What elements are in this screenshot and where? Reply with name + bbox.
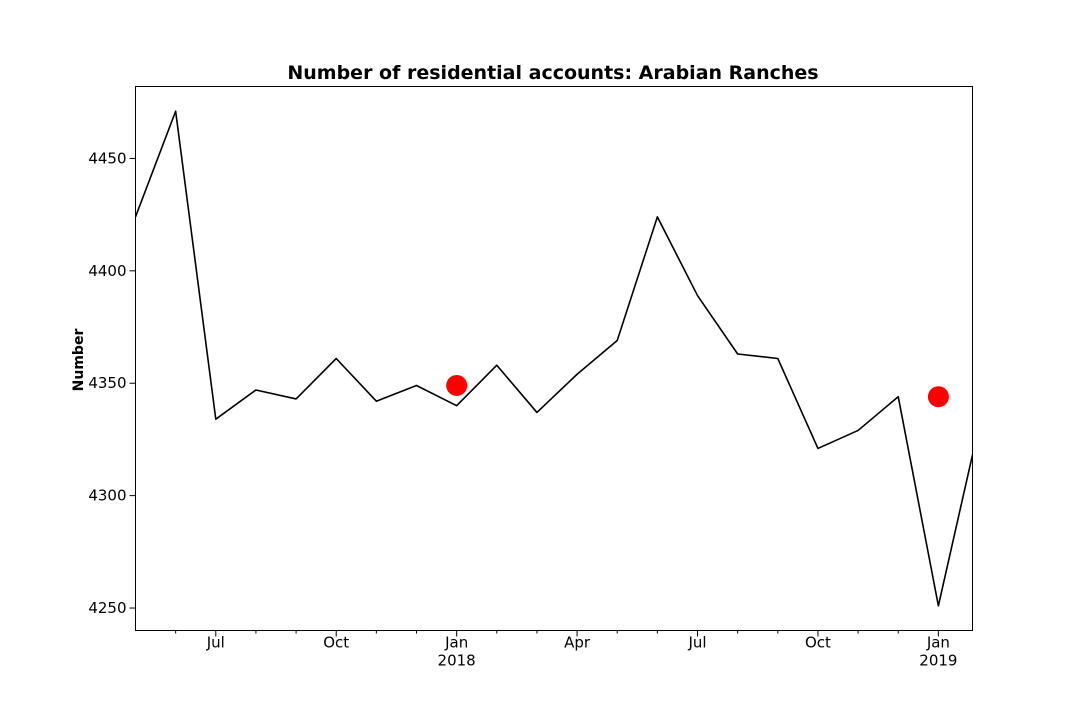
y-tick-label: 4250	[88, 599, 126, 617]
x-tick-label: Jan	[926, 634, 950, 652]
highlight-marker	[446, 374, 468, 396]
x-tick-year-label: 2019	[919, 652, 957, 670]
highlight-marker	[927, 386, 949, 408]
x-tick-label: Oct	[323, 634, 349, 652]
x-tick-label: Jul	[687, 634, 706, 652]
y-tick-label: 4400	[88, 262, 126, 280]
x-tick-label: Jul	[206, 634, 225, 652]
y-tick-label: 4350	[88, 374, 126, 392]
x-tick-label: Jan	[444, 634, 468, 652]
x-tick-year-label: 2018	[438, 652, 476, 670]
y-tick-label: 4300	[88, 487, 126, 505]
highlight-layer	[446, 374, 949, 408]
y-tick-label: 4450	[88, 149, 126, 167]
series-line	[135, 110, 973, 607]
y-axis-label: Number	[71, 329, 87, 392]
chart-title: Number of residential accounts: Arabian …	[287, 62, 818, 84]
plot-frame	[135, 86, 973, 631]
x-tick-label: Apr	[564, 634, 591, 652]
series-layer	[135, 110, 973, 607]
x-tick-label: Oct	[805, 634, 831, 652]
